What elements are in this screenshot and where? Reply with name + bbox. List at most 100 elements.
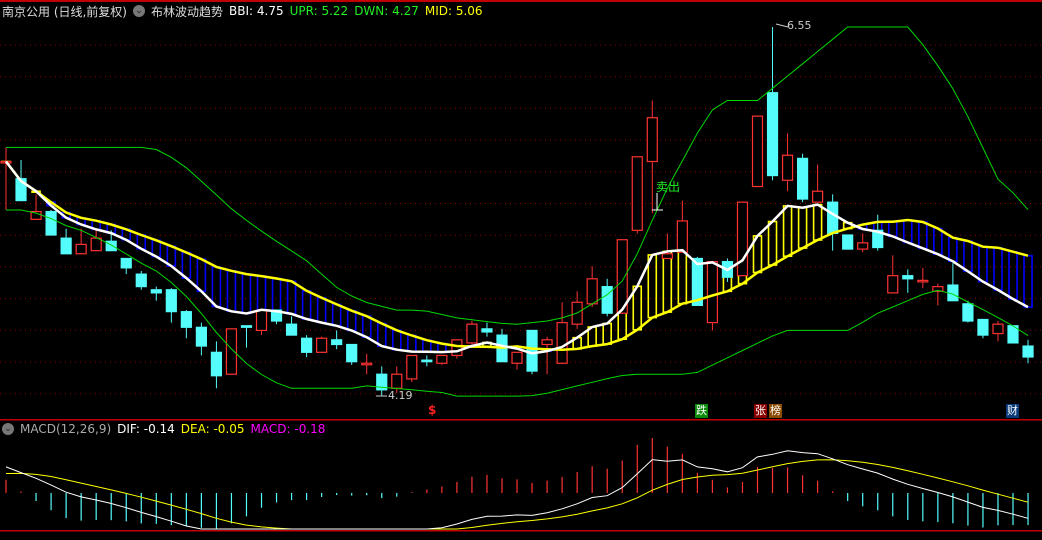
- dea-line: [5, 459, 1029, 530]
- upper-band-line: [6, 26, 1029, 325]
- indicator-name[interactable]: 布林波动趋势: [151, 4, 224, 19]
- trend-bar: [887, 220, 898, 238]
- candle-up: [736, 201, 749, 277]
- trend-bar: [617, 308, 628, 340]
- event-marker-fall[interactable]: 跌: [695, 404, 708, 418]
- candle-up: [857, 242, 869, 250]
- candle-up: [751, 115, 764, 188]
- candle-up: [511, 351, 523, 364]
- candle-down: [45, 210, 57, 236]
- trend-bar: [767, 220, 778, 266]
- trend-bar: [647, 254, 658, 319]
- candle-up: [361, 362, 373, 366]
- candle-up: [466, 323, 478, 344]
- trend-bar: [602, 322, 613, 345]
- trend-bar: [241, 273, 252, 315]
- trend-bar: [902, 219, 913, 244]
- candle-up: [541, 339, 553, 346]
- low-price-label: 4.19: [388, 389, 413, 402]
- candle-down: [60, 237, 72, 255]
- candle-up: [661, 253, 673, 260]
- pane-divider: [0, 419, 1042, 421]
- sell-signal-label: 卖出: [656, 180, 681, 194]
- candle-up: [676, 220, 688, 253]
- candle-down: [120, 257, 132, 269]
- trend-bar: [933, 227, 943, 256]
- bbi-value: BBI: 4.75: [229, 4, 284, 18]
- candle-down: [421, 359, 433, 363]
- candle-down: [15, 178, 27, 202]
- macd-dropdown-icon[interactable]: ⌄: [2, 423, 14, 435]
- trend-bar: [271, 277, 282, 313]
- candle-up: [436, 354, 448, 364]
- candle-down: [872, 229, 884, 249]
- candle-up: [30, 210, 42, 220]
- candle-down: [376, 373, 388, 391]
- candle-down: [180, 311, 192, 328]
- event-marker-list[interactable]: 榜: [769, 404, 782, 418]
- lower-band-line: [6, 209, 1029, 397]
- indicator-dropdown-icon[interactable]: ⌄: [133, 5, 145, 17]
- candle-up: [225, 328, 238, 375]
- trend-bar: [978, 245, 988, 283]
- event-marker-rise[interactable]: 张: [754, 404, 767, 418]
- candle-up: [616, 239, 628, 314]
- candle-down: [601, 286, 613, 314]
- candle-down: [346, 343, 358, 363]
- trend-bar: [407, 334, 417, 353]
- macd-value: MACD: -0.18: [250, 422, 326, 436]
- price-pane-header: 南京公用 (日线,前复权) ⌄ 布林波动趋势 BBI: 4.75 UPR: 5.…: [2, 2, 489, 20]
- candle-up: [812, 190, 824, 203]
- candle-down: [1022, 345, 1034, 358]
- trend-bar: [677, 249, 688, 305]
- candle-up: [646, 117, 658, 163]
- candle-up: [992, 323, 1004, 335]
- candle-down: [135, 273, 147, 288]
- trend-bar: [211, 266, 222, 308]
- candle-down: [240, 325, 253, 328]
- candle-up: [391, 373, 403, 389]
- trend-bar: [331, 303, 342, 327]
- candle-down: [962, 303, 974, 322]
- high-price-label: 6.55: [787, 19, 812, 32]
- trend-bar: [391, 329, 402, 351]
- candle-down: [827, 201, 839, 235]
- candle-down: [526, 329, 538, 372]
- candle-down: [195, 326, 207, 347]
- trend-bar: [782, 205, 793, 258]
- trend-bar: [1008, 250, 1018, 300]
- candle-up: [406, 354, 418, 380]
- candle-down: [150, 289, 162, 294]
- upr-value: UPR: 5.22: [289, 4, 349, 18]
- event-marker-finance[interactable]: 财: [1006, 404, 1019, 418]
- trend-bar: [346, 309, 357, 332]
- candle-up: [316, 337, 328, 353]
- candle-up: [556, 321, 568, 364]
- candle-up: [706, 261, 719, 324]
- trend-bar: [256, 275, 267, 311]
- bbi-line: [5, 160, 1029, 355]
- candle-down: [331, 339, 343, 346]
- candle-down: [977, 318, 989, 336]
- trend-bar: [316, 296, 327, 324]
- candle-down: [842, 234, 854, 250]
- candle-down: [766, 92, 779, 177]
- trend-bar: [797, 206, 808, 249]
- macd-name[interactable]: MACD(12,26,9): [20, 422, 112, 436]
- candle-up: [932, 286, 944, 292]
- macd-pane-header: ⌄ MACD(12,26,9) DIF: -0.14 DEA: -0.05 MA…: [2, 420, 331, 438]
- candle-up: [631, 156, 643, 231]
- candle-up: [75, 243, 87, 255]
- candle-up: [451, 339, 463, 357]
- candle-up: [887, 275, 899, 294]
- candle-down: [691, 257, 703, 306]
- candle-up: [917, 279, 929, 283]
- mid-line: [5, 160, 1029, 352]
- candle-down: [301, 337, 313, 353]
- trend-bar: [301, 290, 312, 320]
- candle-up: [90, 237, 102, 252]
- trend-bar: [226, 269, 237, 313]
- candle-down: [210, 351, 223, 377]
- dollar-marker[interactable]: $: [428, 403, 437, 417]
